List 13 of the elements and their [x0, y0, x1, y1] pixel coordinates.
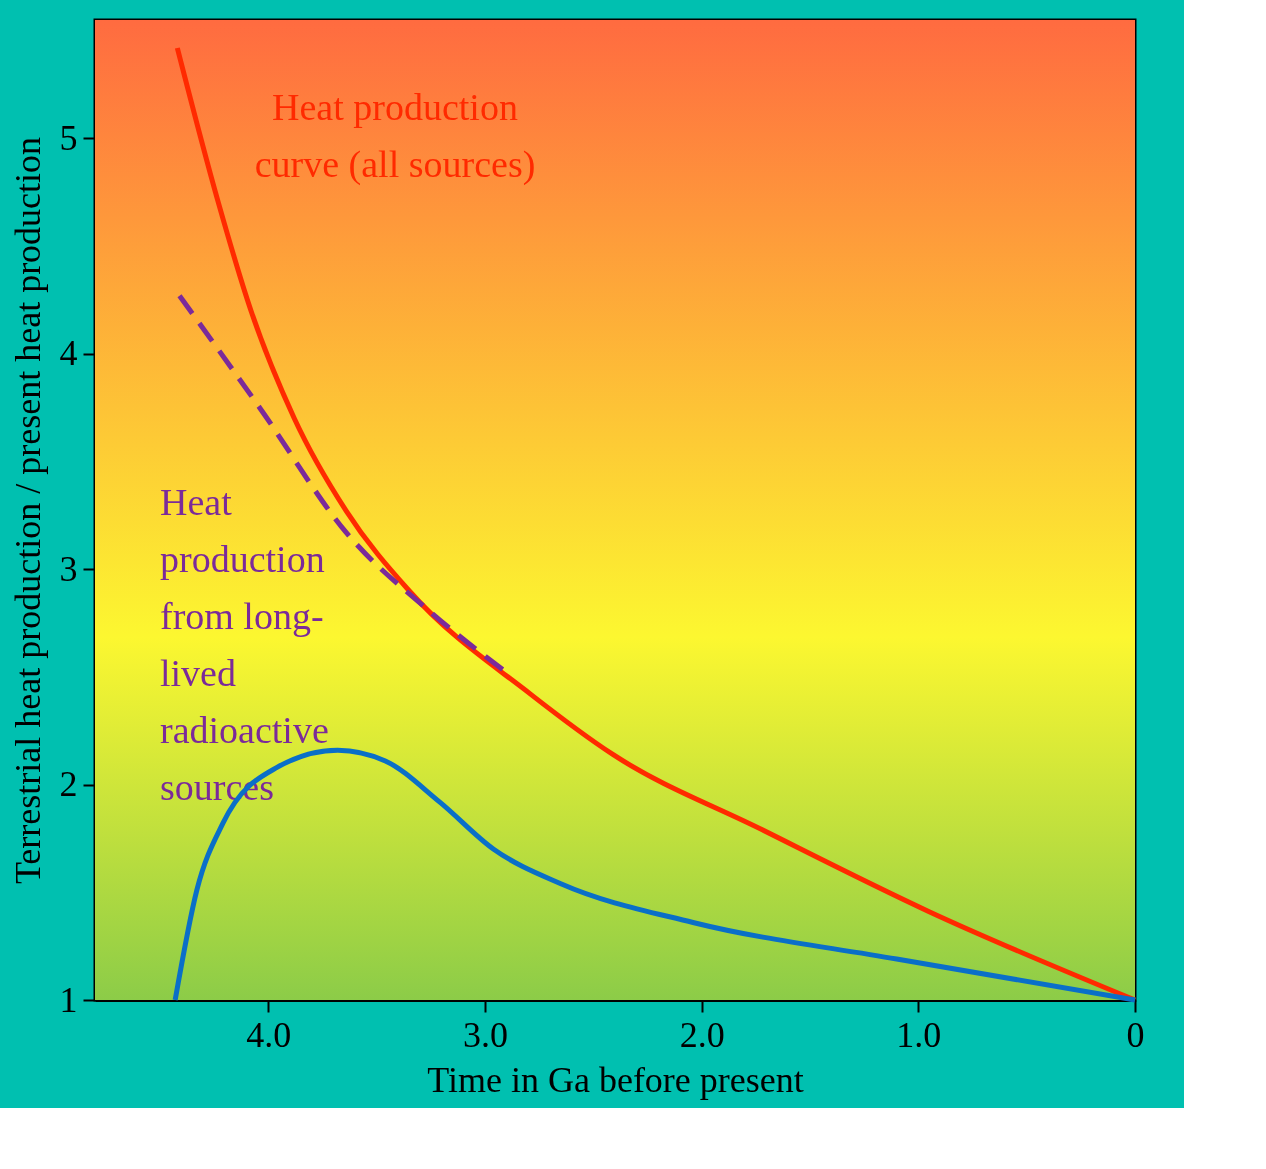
y-tick-label: 2 [59, 764, 78, 805]
x-tick-label: 1.0 [896, 1014, 942, 1055]
x-tick-label: 0 [1126, 1014, 1145, 1055]
series-label: Heat production curve (all sources) [254, 86, 536, 186]
y-tick-label: 4 [59, 333, 78, 374]
y-tick-label: 1 [59, 979, 78, 1020]
y-tick-label: 3 [59, 548, 78, 589]
x-tick-label: 2.0 [679, 1014, 725, 1055]
x-tick-label: 4.0 [246, 1014, 292, 1055]
y-tick-label: 5 [59, 117, 78, 158]
x-tick-label: 3.0 [463, 1014, 508, 1055]
y-axis-title: Terrestrial heat production / present heat production [7, 136, 48, 885]
x-axis-title: Time in Ga before present [427, 1059, 804, 1100]
